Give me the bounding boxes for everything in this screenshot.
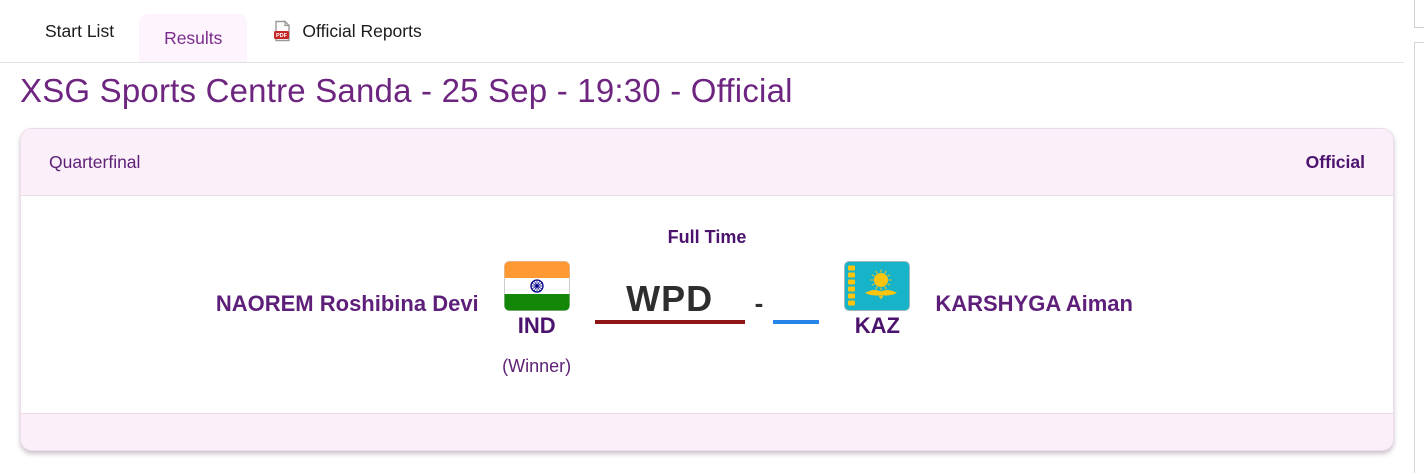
svg-text:PDF: PDF bbox=[276, 33, 288, 39]
flag-ind-icon bbox=[503, 261, 570, 311]
flag-kaz-icon bbox=[844, 261, 911, 311]
tab-official-reports[interactable]: PDF Official Reports bbox=[247, 0, 446, 62]
match-card: Quarterfinal Official Full Time NAOREM R… bbox=[20, 128, 1394, 451]
period-label: Full Time bbox=[667, 227, 747, 247]
result-right bbox=[773, 282, 820, 325]
status-label: Official bbox=[1305, 151, 1365, 172]
tab-results-label: Results bbox=[164, 27, 223, 48]
match-card-body: Full Time NAOREM Roshibina Devi bbox=[21, 196, 1393, 413]
score-box: WPD - bbox=[594, 278, 820, 325]
competitor-right-noc: KAZ bbox=[854, 313, 900, 338]
scrollbar-thumb[interactable] bbox=[1414, 0, 1415, 27]
match-card-header: Quarterfinal Official bbox=[21, 129, 1393, 196]
scrollbar-track-cap bbox=[1414, 42, 1424, 43]
phase-label: Quarterfinal bbox=[49, 151, 141, 172]
match-card-footer bbox=[21, 413, 1393, 450]
tab-start-list[interactable]: Start List bbox=[20, 0, 139, 62]
score-separator: - bbox=[754, 288, 764, 319]
tab-results[interactable]: Results bbox=[139, 14, 248, 62]
match-row: NAOREM Roshibina Devi bbox=[21, 261, 1393, 377]
competitor-left-noc: IND bbox=[517, 313, 556, 338]
tab-official-reports-label: Official Reports bbox=[302, 20, 422, 41]
tab-bar: Start List Results PDF Official Reports bbox=[0, 0, 1404, 63]
competitor-left-flag-column: IND (Winner) bbox=[502, 261, 572, 377]
scrollbar-track[interactable] bbox=[1414, 42, 1415, 473]
pdf-icon: PDF bbox=[272, 20, 293, 42]
winner-note: (Winner) bbox=[502, 356, 572, 376]
result-left: WPD bbox=[594, 278, 745, 325]
competitor-right-name: KARSHYGA Aiman bbox=[935, 291, 1133, 316]
tab-start-list-label: Start List bbox=[45, 20, 115, 41]
competitor-right-flag-column: KAZ bbox=[843, 261, 911, 339]
competitor-left-name: NAOREM Roshibina Devi bbox=[215, 291, 479, 316]
scrollbar-thumb-cap bbox=[1414, 27, 1424, 28]
page-title: XSG Sports Centre Sanda - 25 Sep - 19:30… bbox=[20, 72, 793, 109]
